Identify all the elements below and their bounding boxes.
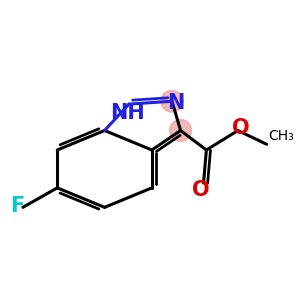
Text: O: O [192,180,209,200]
Circle shape [170,120,191,141]
Text: F: F [10,196,24,216]
Text: NH: NH [110,103,145,123]
Text: O: O [232,118,250,138]
Text: CH₃: CH₃ [268,129,294,143]
Text: N: N [168,93,185,113]
Circle shape [161,90,183,112]
